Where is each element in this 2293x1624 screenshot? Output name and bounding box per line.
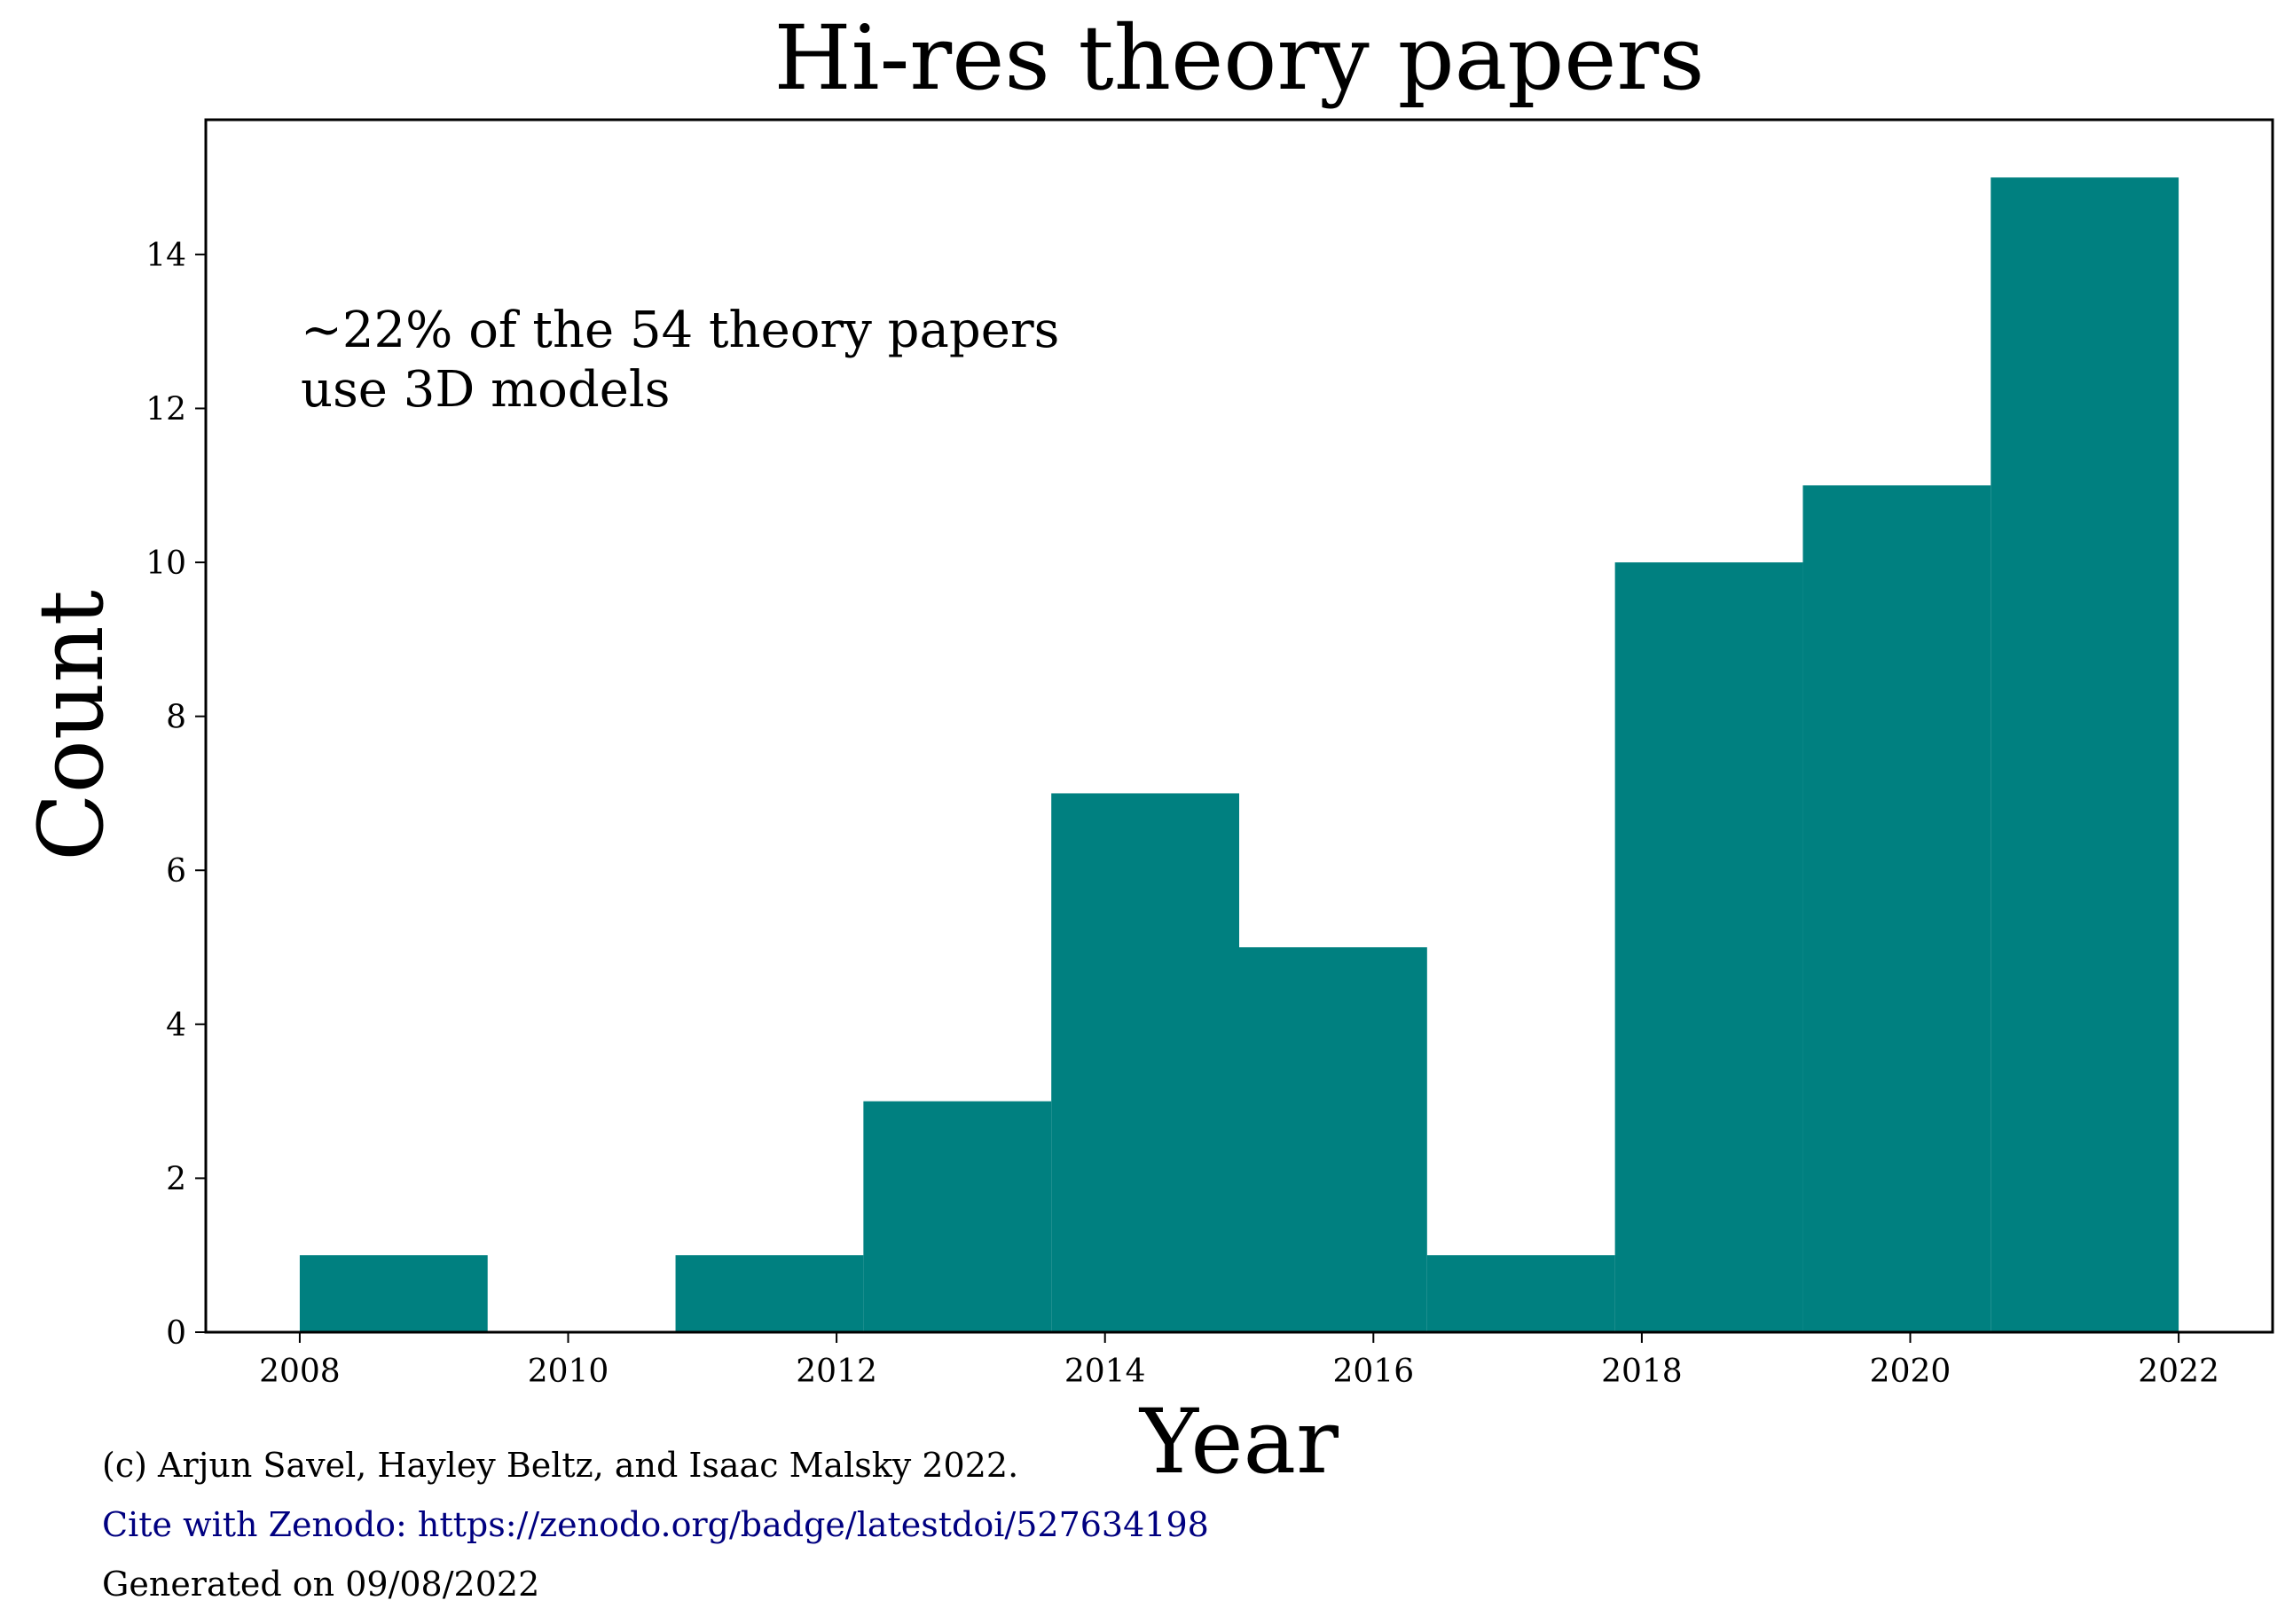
annotation-line-2: use 3D models bbox=[301, 361, 671, 419]
x-axis-label: Year bbox=[1138, 1390, 1339, 1494]
x-tick-label: 2010 bbox=[528, 1353, 609, 1390]
x-tick-label: 2012 bbox=[796, 1353, 877, 1390]
y-tick-label: 8 bbox=[166, 700, 186, 736]
y-axis-ticks: 0 2 4 6 8 10 12 14 bbox=[145, 238, 206, 1352]
y-tick-label: 2 bbox=[166, 1161, 186, 1197]
y-tick-label: 12 bbox=[145, 391, 186, 428]
histogram-bar bbox=[1614, 562, 1803, 1332]
plot-frame bbox=[204, 118, 2274, 1334]
x-tick-label: 2022 bbox=[2138, 1353, 2219, 1390]
y-axis-label: Count bbox=[20, 590, 123, 861]
histogram-bar bbox=[1051, 793, 1239, 1332]
chart-title: Hi-res theory papers bbox=[773, 6, 1704, 110]
generated-date-text: Generated on 09/08/2022 bbox=[102, 1565, 540, 1604]
histogram-bar bbox=[675, 1255, 864, 1332]
x-tick-label: 2020 bbox=[1870, 1353, 1951, 1390]
histogram-bars bbox=[299, 177, 2179, 1333]
histogram-bar bbox=[1239, 947, 1427, 1332]
histogram-bar bbox=[1991, 177, 2179, 1333]
histogram-bar bbox=[863, 1101, 1052, 1332]
y-tick-label: 4 bbox=[166, 1008, 186, 1044]
x-tick-label: 2014 bbox=[1064, 1353, 1146, 1390]
annotation-line-1: ~22% of the 54 theory papers bbox=[301, 302, 1059, 359]
x-tick-label: 2008 bbox=[259, 1353, 341, 1390]
histogram-bar bbox=[1802, 485, 1991, 1332]
x-axis-ticks: 2008 2010 2012 2014 2016 2018 2020 2022 bbox=[259, 1332, 2219, 1390]
y-tick-label: 0 bbox=[166, 1315, 186, 1352]
y-tick-label: 14 bbox=[145, 238, 186, 274]
histogram-bar bbox=[1426, 1255, 1615, 1332]
y-tick-label: 6 bbox=[166, 853, 186, 890]
y-tick-label: 10 bbox=[145, 545, 186, 582]
copyright-text: (c) Arjun Savel, Hayley Beltz, and Isaac… bbox=[102, 1446, 1019, 1485]
x-tick-label: 2016 bbox=[1332, 1353, 1414, 1390]
histogram-bar bbox=[299, 1255, 488, 1332]
zenodo-cite-link[interactable]: Cite with Zenodo: https://zenodo.org/bad… bbox=[102, 1505, 1209, 1544]
x-tick-label: 2018 bbox=[1601, 1353, 1683, 1390]
